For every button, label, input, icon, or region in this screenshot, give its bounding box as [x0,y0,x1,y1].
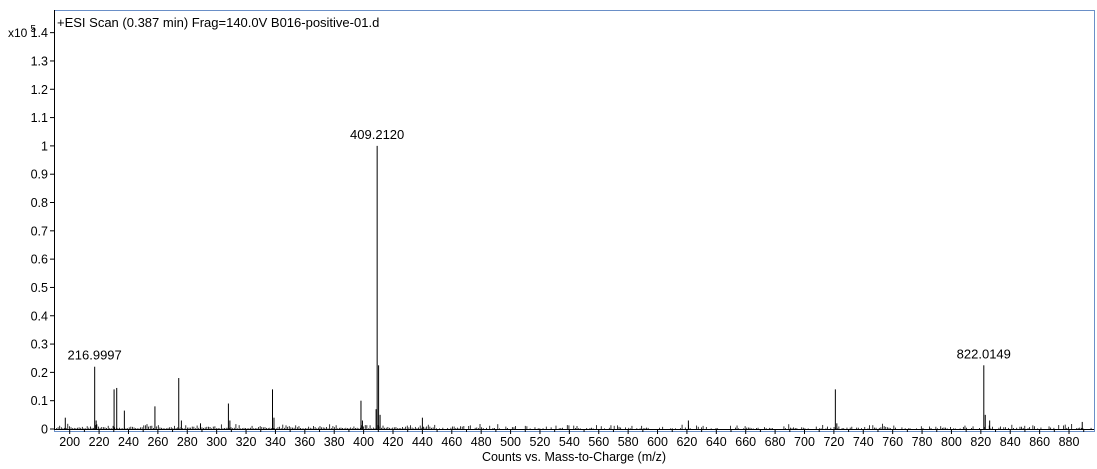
x-tick-label: 460 [441,435,462,449]
y-tick-label: 1.2 [31,83,48,97]
y-tick-label: 1 [41,139,48,153]
plot-frame [54,10,1095,432]
y-tick-label: 1.3 [31,54,48,68]
y-exponent-label: 5 [30,24,36,35]
y-multiplier-label: x10 5 [8,24,36,40]
spectrum-peaks [64,145,1083,429]
peak-labels: 216.9997 409.2120 822.0149 [68,127,1011,363]
x-tick-label: 300 [206,435,227,449]
x-tick-label: 680 [765,435,786,449]
x-tick-label: 760 [882,435,903,449]
x-tick-label: 500 [500,435,521,449]
x-tick-label: 720 [823,435,844,449]
x-tick-label: 880 [1059,435,1080,449]
chart-title: +ESI Scan (0.387 min) Frag=140.0V B016-p… [57,15,379,30]
x-tick-label: 860 [1029,435,1050,449]
y-tick-label: 1.4 [31,26,48,40]
x-tick-label: 660 [735,435,756,449]
x-tick-label: 560 [588,435,609,449]
y-tick-label: 0.1 [31,394,48,408]
y-tick-label: 1.1 [31,111,48,125]
y-tick-label: 0.5 [31,281,48,295]
x-tick-label: 480 [471,435,492,449]
x-tick-label: 400 [353,435,374,449]
x-tick-label: 740 [853,435,874,449]
y-tick-label: 0.2 [31,366,48,380]
x-tick-label: 640 [706,435,727,449]
x-tick-label: 580 [618,435,639,449]
x-tick-label: 540 [559,435,580,449]
x-tick-label: 820 [970,435,991,449]
peak-label: 822.0149 [957,346,1011,361]
y-tick-label: 0.7 [31,224,48,238]
x-tick-label: 800 [941,435,962,449]
y-tick-label: 0 [41,423,48,437]
x-tick-label: 380 [324,435,345,449]
peak-label: 216.9997 [68,348,122,363]
y-tick-label: 0.6 [31,253,48,267]
x-tick-label: 320 [236,435,257,449]
x-axis-ticks: 200 220 240 260 280 300 320 340 360 380 400 420 440 4… [59,429,1085,449]
x-tick-label: 840 [1000,435,1021,449]
x-tick-label: 240 [118,435,139,449]
y-tick-label: 0.4 [31,309,48,323]
x-tick-label: 780 [912,435,933,449]
y-tick-label: 0.8 [31,196,48,210]
x-axis-title: Counts vs. Mass-to-Charge (m/z) [482,450,666,464]
x-tick-label: 260 [147,435,168,449]
x-tick-label: 360 [294,435,315,449]
x-tick-label: 280 [177,435,198,449]
x-tick-label: 440 [412,435,433,449]
x-tick-label: 520 [530,435,551,449]
baseline-noise [56,423,1092,429]
x-tick-label: 700 [794,435,815,449]
x-tick-label: 620 [676,435,697,449]
y-tick-label: 0.9 [31,168,48,182]
y-tick-label: 0.3 [31,338,48,352]
x-tick-label: 220 [89,435,110,449]
y-axis-ticks: 0 0.1 0.2 0.3 0.4 0.5 0.6 0.7 0.8 0.9 1 1.1 1.2 1.3 1.… [31,26,55,437]
x-tick-label: 600 [647,435,668,449]
x-tick-label: 200 [59,435,80,449]
x-tick-label: 340 [265,435,286,449]
peak-label: 409.2120 [350,127,404,142]
x-tick-label: 420 [383,435,404,449]
